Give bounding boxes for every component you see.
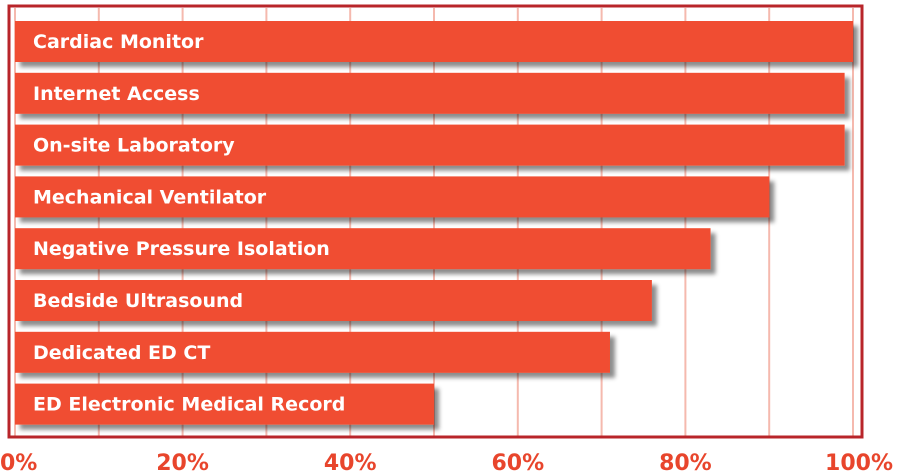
bar-label: Bedside Ultrasound bbox=[33, 290, 243, 312]
bar-label: Negative Pressure Isolation bbox=[33, 238, 330, 260]
bar bbox=[15, 280, 652, 321]
x-tick-label: 60% bbox=[491, 451, 544, 475]
x-tick-label: 40% bbox=[324, 451, 377, 475]
bar-label: On-site Laboratory bbox=[33, 135, 235, 157]
bar bbox=[15, 21, 853, 62]
bar-label: Dedicated ED CT bbox=[33, 342, 210, 364]
x-tick-label: 20% bbox=[156, 451, 209, 475]
x-tick-label: 80% bbox=[659, 451, 712, 475]
bar bbox=[15, 383, 434, 425]
plot-frame bbox=[7, 4, 864, 439]
x-tick-label: 100% bbox=[825, 451, 893, 475]
bar bbox=[15, 176, 770, 218]
bar-label: ED Electronic Medical Record bbox=[33, 394, 345, 416]
bar-label: Cardiac Monitor bbox=[33, 31, 204, 53]
bar bbox=[15, 331, 610, 373]
bar-label: Mechanical Ventilator bbox=[33, 186, 267, 208]
bar bbox=[15, 124, 845, 166]
bar-label: Internet Access bbox=[33, 83, 200, 105]
bar bbox=[15, 228, 711, 270]
bar bbox=[15, 72, 845, 114]
x-tick-label: 0% bbox=[0, 451, 37, 475]
